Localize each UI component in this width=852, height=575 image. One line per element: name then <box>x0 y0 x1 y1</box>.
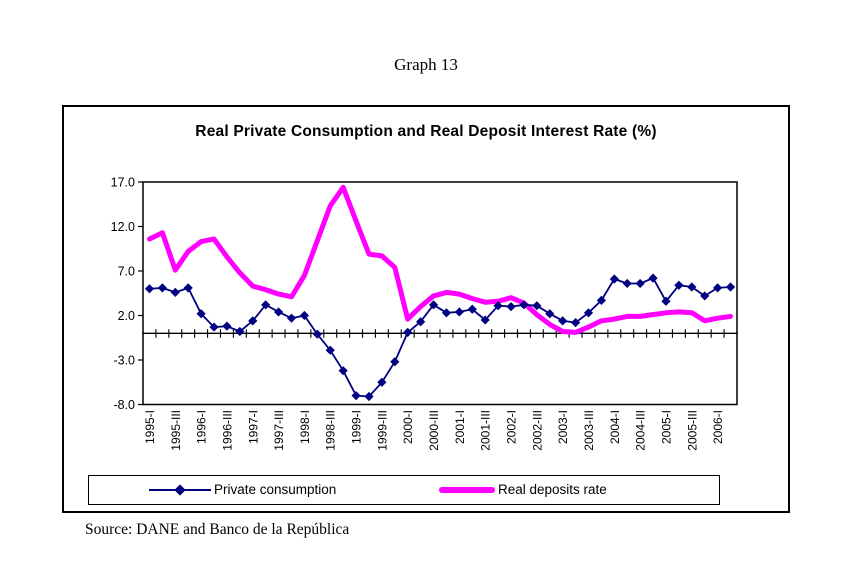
source-attribution: Source: DANE and Banco de la República <box>85 521 350 538</box>
chart-frame: 17.0 12.0 7.0 2.0 -3.0 -8.0 1995-I 1995-III 1996… <box>62 105 790 513</box>
private-consumption-marker <box>480 315 490 325</box>
consumption-line-diamond-icon <box>149 483 211 497</box>
private-consumption-marker <box>713 283 723 293</box>
private-consumption-marker <box>570 318 581 328</box>
x-tick-label: 2006-I <box>711 410 725 444</box>
private-consumption-marker <box>454 307 464 317</box>
x-tick-label: 1996-I <box>195 410 209 444</box>
x-tick-label: 1999-I <box>350 410 364 444</box>
x-tick-label: 2003-III <box>582 410 596 451</box>
private-consumption-marker <box>596 295 607 305</box>
y-tick-label: -8.0 <box>113 398 135 412</box>
private-consumption-marker <box>170 287 180 297</box>
private-consumption-marker <box>441 308 452 318</box>
x-tick-label: 2002-III <box>530 410 544 451</box>
private-consumption-marker <box>428 300 439 310</box>
y-axis-labels: 17.0 12.0 7.0 2.0 -3.0 -8.0 <box>111 176 143 412</box>
private-consumption-marker <box>351 391 361 401</box>
legend-entry-real-deposits-rate: Real deposits rate <box>439 476 607 503</box>
plot-svg: 17.0 12.0 7.0 2.0 -3.0 -8.0 1995-I 1995-III 1996… <box>111 176 738 451</box>
x-tick-label: 2002-I <box>505 410 519 444</box>
x-tick-label: 2004-III <box>634 410 648 451</box>
x-tick-label: 2001-I <box>453 410 467 444</box>
chart-title: Real Private Consumption and Real Deposi… <box>195 123 657 140</box>
private-consumption-marker <box>338 366 348 376</box>
x-tick-label: 2004-I <box>608 410 622 444</box>
private-consumption-marker <box>609 274 619 284</box>
private-consumption-marker <box>209 322 219 332</box>
private-consumption-marker <box>157 283 167 293</box>
x-tick-label: 1996-III <box>220 410 234 451</box>
private-consumption-marker <box>725 282 736 292</box>
private-consumption-marker <box>661 296 671 306</box>
private-consumption-marker <box>144 284 155 294</box>
x-tick-label: 1998-I <box>298 410 312 444</box>
private-consumption-marker <box>545 309 555 319</box>
private-consumption-marker <box>299 310 310 321</box>
y-tick-label: 17.0 <box>111 176 135 190</box>
y-tick-label: -3.0 <box>113 354 135 368</box>
deposits-line-icon <box>439 486 495 493</box>
real-deposits-rate-series <box>147 184 733 335</box>
x-tick-label: 2000-III <box>427 410 441 451</box>
x-tick-label: 1999-III <box>375 410 389 451</box>
private-consumption-marker <box>519 300 529 310</box>
x-tick-label: 1995-I <box>143 410 157 444</box>
x-tick-label: 2005-III <box>685 410 699 451</box>
graph-number-label: Graph 13 <box>394 55 458 74</box>
private-consumption-marker <box>286 313 297 323</box>
private-consumption-marker <box>674 280 684 290</box>
x-tick-label: 1997-I <box>246 410 260 444</box>
private-consumption-marker <box>377 377 387 387</box>
private-consumption-marker <box>558 316 568 326</box>
real-deposits-rate-line <box>147 184 733 335</box>
legend-entry-private-consumption: Private consumption <box>149 476 336 503</box>
x-tick-label: 2000-I <box>401 410 415 444</box>
y-tick-label: 2.0 <box>118 309 135 323</box>
private-consumption-marker <box>506 302 516 312</box>
private-consumption-marker <box>222 321 232 331</box>
x-tick-label: 2005-I <box>659 410 673 444</box>
y-tick-label: 7.0 <box>118 265 135 279</box>
private-consumption-marker <box>622 278 632 289</box>
x-tick-label: 1998-III <box>324 410 338 451</box>
private-consumption-line <box>148 277 732 398</box>
legend-box: Private consumption Real deposits rate <box>88 475 720 505</box>
x-tick-label: 2001-III <box>479 410 493 451</box>
private-consumption-marker <box>635 278 645 289</box>
private-consumption-marker <box>273 307 284 317</box>
zero-axis <box>142 329 738 338</box>
plot-frame <box>142 181 738 406</box>
private-consumption-marker <box>183 283 193 293</box>
x-tick-label: 2003-I <box>556 410 570 444</box>
x-tick-label: 1995-III <box>169 410 183 451</box>
private-consumption-marker <box>364 391 374 402</box>
legend-label-private-consumption: Private consumption <box>214 482 337 497</box>
private-consumption-marker <box>390 357 400 367</box>
y-tick-label: 12.0 <box>111 220 135 234</box>
x-axis-labels: 1995-I 1995-III 1996-I 1996-III 1997-I 1997-I… <box>143 410 725 451</box>
private-consumption-marker <box>648 273 658 283</box>
x-tick-label: 1997-III <box>272 410 286 451</box>
legend-label-real-deposits-rate: Real deposits rate <box>498 482 607 497</box>
